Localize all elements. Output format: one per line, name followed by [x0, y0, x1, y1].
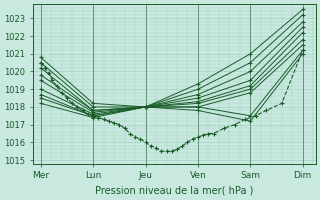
- X-axis label: Pression niveau de la mer( hPa ): Pression niveau de la mer( hPa ): [95, 186, 253, 196]
